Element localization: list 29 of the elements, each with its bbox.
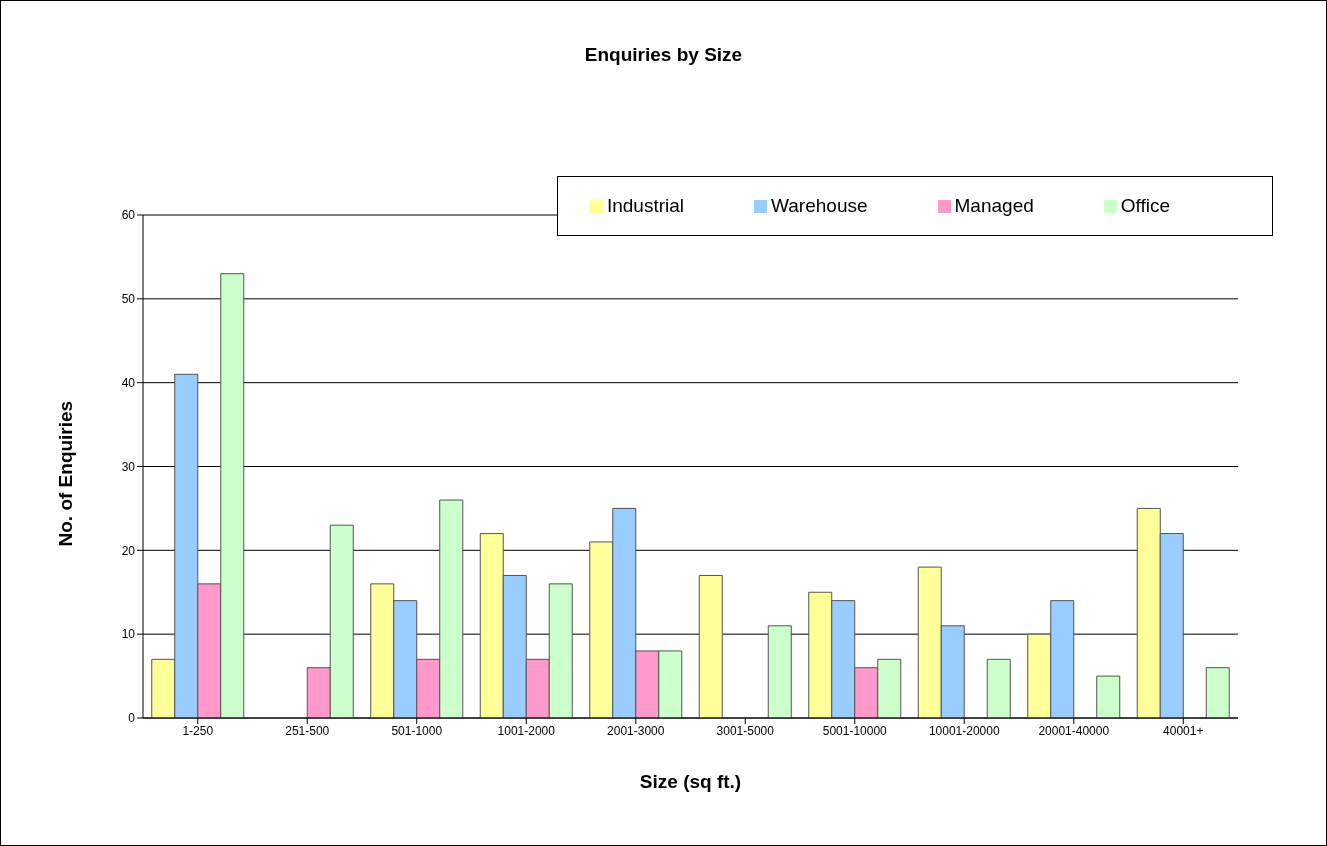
bar (986, 658, 1011, 718)
legend-label: Warehouse (771, 195, 868, 216)
y-tick-label: 50 (121, 292, 136, 307)
bar (1205, 667, 1230, 718)
legend-label: Industrial (606, 195, 685, 216)
x-tick-label: 1-250 (182, 723, 214, 738)
bar (767, 625, 792, 718)
x-tick-label: 40001+ (1163, 723, 1204, 738)
x-tick-label: 1001-2000 (497, 723, 556, 738)
legend-label: Office (1120, 195, 1171, 216)
bar (698, 574, 723, 718)
x-tick-label: 501-1000 (391, 723, 443, 738)
chart-title: Enquiries by Size (583, 44, 744, 66)
y-tick-label: 10 (121, 627, 136, 642)
y-tick-label: 0 (128, 711, 136, 726)
x-tick-label: 5001-10000 (822, 723, 888, 738)
bar (1096, 675, 1121, 718)
x-axis-title: Size (sq ft.) (639, 771, 742, 792)
y-tick-label: 30 (121, 459, 136, 474)
y-axis-title: No. of Enquiries (54, 400, 76, 547)
y-tick-label: 20 (121, 543, 136, 558)
x-tick-label: 3001-5000 (716, 723, 775, 738)
legend-label: Managed (954, 195, 1034, 216)
y-tick-label: 60 (121, 208, 136, 223)
x-tick-label: 10001-20000 (928, 723, 1000, 738)
x-tick-label: 20001-40000 (1038, 723, 1110, 738)
x-tick-label: 2001-3000 (607, 723, 665, 738)
x-tick-label: 251-500 (285, 723, 330, 738)
y-tick-label: 40 (121, 375, 136, 390)
